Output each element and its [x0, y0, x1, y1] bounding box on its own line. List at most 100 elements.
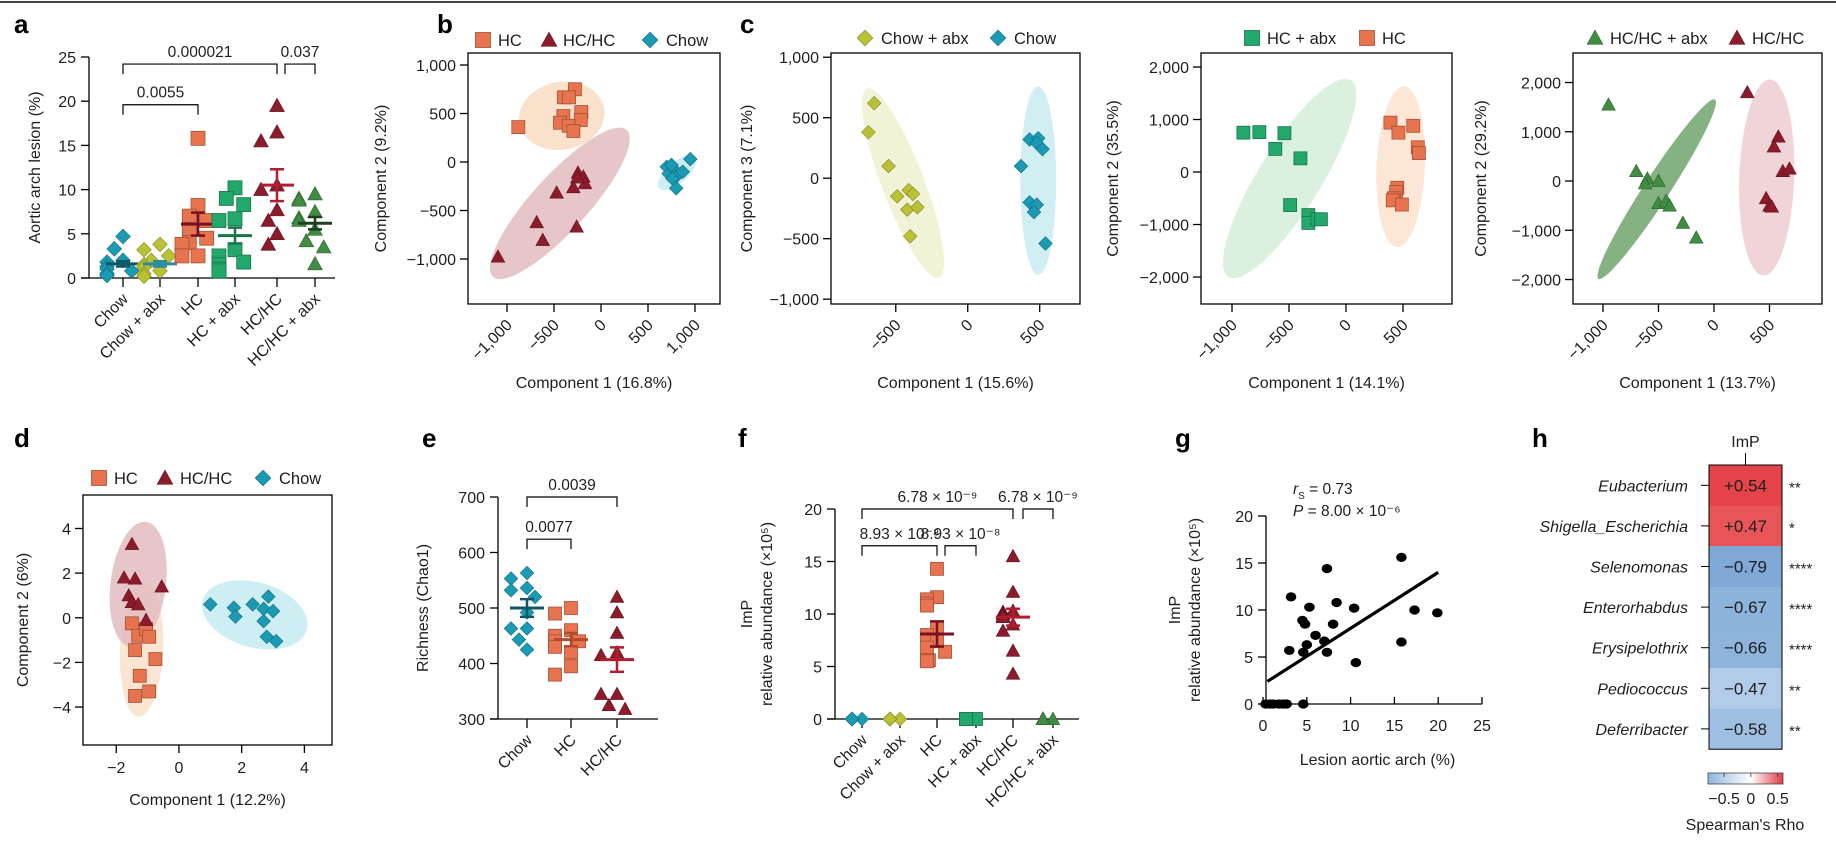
data-point-diamond	[866, 95, 882, 111]
data-point-diamond	[861, 124, 876, 140]
p-value-label: 8.93 × 10⁻⁸	[921, 526, 1001, 543]
data-point-triangle	[269, 124, 285, 139]
panel-label-b: b	[437, 9, 453, 39]
panel-h-heatmap: ImP +0.54 Eubacterium ** +0.47 Shigella_Esche…	[1539, 434, 1812, 834]
cell-value: −0.66	[1724, 639, 1767, 658]
data-point-square	[1406, 118, 1421, 133]
r-symbol: r	[1293, 481, 1299, 498]
data-point-diamond	[881, 158, 896, 174]
x-tick-label: −2	[107, 760, 125, 777]
category-label: Chow	[495, 731, 536, 772]
significance-bracket	[861, 545, 938, 556]
cell-value: +0.47	[1724, 517, 1767, 536]
data-point-square	[1283, 198, 1298, 212]
significance-bracket	[944, 545, 977, 556]
data-point-square	[1394, 197, 1409, 212]
x-tick-label: −500	[867, 317, 905, 355]
data-point-square	[1236, 125, 1251, 140]
y-tick-label: −500	[783, 232, 819, 249]
data-point-triangle	[269, 225, 285, 241]
data-point-square	[211, 263, 227, 279]
y-tick-label: −4	[53, 700, 71, 717]
data-point-diamond	[115, 228, 131, 245]
p-value-label: 6.78 × 10⁻⁹	[898, 489, 978, 506]
legend-label: HC + abx	[1267, 30, 1337, 48]
legend-label: HC/HC	[563, 32, 615, 50]
y-tick-label: 4	[62, 521, 71, 538]
data-point-triangle	[1045, 711, 1061, 725]
plot-frame	[82, 494, 333, 746]
x-tick-label: 1,000	[663, 317, 703, 357]
heatmap-column-label: ImP	[1731, 434, 1759, 451]
data-point-triangle	[291, 192, 307, 207]
p-symbol: P	[1293, 503, 1304, 520]
x-tick-label: 25	[1473, 718, 1491, 735]
y-tick-label: 500	[458, 601, 485, 618]
legend-label: Chow + abx	[881, 30, 969, 48]
data-point-square	[920, 598, 934, 613]
data-point-square	[1277, 126, 1292, 141]
p-value-label: 0.0077	[525, 519, 572, 536]
data-point-square	[572, 634, 586, 649]
data-point	[1304, 602, 1315, 612]
data-point-square	[548, 606, 562, 621]
data-point-triangle	[490, 249, 506, 263]
panel-label-g: g	[1175, 423, 1191, 453]
cell-value: −0.58	[1724, 720, 1767, 739]
y-tick-label: 1,000	[1521, 125, 1561, 142]
data-point-square	[564, 601, 578, 615]
x-tick-label: 0	[592, 317, 610, 335]
data-point-triangle	[535, 232, 551, 246]
data-point-square	[128, 688, 142, 703]
x-tick-label: 0	[1337, 317, 1355, 335]
colorbar-tick-label: −0.5	[1708, 791, 1740, 808]
data-point-diamond	[245, 597, 260, 612]
data-point-triangle	[1766, 139, 1782, 153]
panel-label-e: e	[422, 423, 436, 453]
x-tick-label: 20	[1429, 718, 1447, 735]
data-point	[1285, 592, 1297, 602]
y-tick-label: 10	[804, 607, 822, 624]
x-tick-label: 15	[1386, 718, 1404, 735]
y-tick-label: 0	[1244, 697, 1253, 714]
data-point-triangle	[1651, 173, 1666, 187]
data-point-square	[548, 667, 562, 682]
data-point-triangle	[1628, 163, 1644, 177]
y-tick-label: 10	[1235, 603, 1253, 620]
taxon-label: Deferribacter	[1596, 722, 1689, 739]
significance-stars: **	[1789, 682, 1801, 699]
data-point-square	[930, 561, 944, 576]
legend-triangle-icon	[540, 31, 558, 47]
data-point-triangle	[1005, 666, 1021, 680]
y-tick-label: 0	[810, 171, 819, 188]
data-point-square	[511, 120, 526, 134]
panel-g-scatter: 0 5 10 15 20 0 5 10 15 20 25 Lesion aortic arch (%)…	[1167, 481, 1491, 769]
significance-bracket	[122, 104, 199, 115]
data-point-triangle	[609, 625, 625, 639]
significance-bracket	[284, 63, 316, 75]
data-point	[1321, 647, 1333, 657]
legend: HC HC/HC Chow	[91, 469, 321, 488]
data-point-diamond	[1035, 141, 1050, 157]
data-point	[1299, 619, 1311, 629]
legend-square-icon	[475, 32, 491, 48]
data-point-diamond	[519, 642, 535, 657]
cell-value: −0.47	[1724, 679, 1767, 698]
data-point-square	[211, 213, 227, 228]
data-point-diamond	[664, 157, 679, 173]
data-point-triangle	[307, 203, 323, 218]
legend-triangle-icon	[1728, 29, 1746, 45]
confidence-ellipse	[202, 580, 308, 650]
x-axis-label: Component 1 (15.6%)	[877, 375, 1034, 392]
y-axis-label: Aortic arch lesion (%)	[27, 91, 44, 243]
category-label: HC	[178, 291, 206, 319]
y-axis-label: Component 2 (29.2%)	[1473, 100, 1490, 257]
colorbar-tick-label: 0.5	[1767, 791, 1789, 808]
data-point-triangle	[1601, 97, 1616, 111]
x-axis-label: Component 1 (13.7%)	[1619, 375, 1776, 392]
y-tick-label: 1,000	[416, 58, 456, 75]
y-tick-label: −2,000	[1512, 273, 1561, 290]
data-point-diamond	[256, 613, 271, 629]
y-tick-label: 300	[458, 712, 485, 729]
